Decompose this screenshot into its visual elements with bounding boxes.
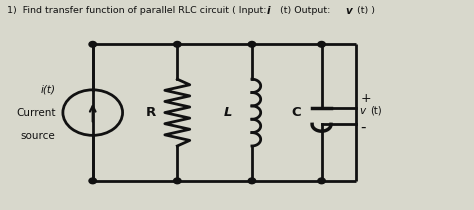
Circle shape [248, 41, 255, 47]
Text: -: - [360, 119, 366, 134]
Circle shape [89, 178, 97, 184]
Text: +: + [360, 92, 371, 105]
Text: Current: Current [16, 108, 55, 118]
Text: 1)  Find transfer function of parallel RLC circuit ( Input:: 1) Find transfer function of parallel RL… [7, 6, 269, 15]
Circle shape [89, 41, 97, 47]
Text: (t) Output:: (t) Output: [280, 6, 334, 15]
Text: v: v [346, 6, 352, 16]
Text: (t) ): (t) ) [357, 6, 375, 15]
Text: i: i [267, 6, 270, 16]
Circle shape [248, 178, 255, 184]
Text: C: C [291, 106, 301, 119]
Circle shape [173, 178, 181, 184]
Text: source: source [21, 131, 55, 141]
Text: R: R [146, 106, 156, 119]
Circle shape [173, 41, 181, 47]
Text: L: L [224, 106, 232, 119]
Text: (t): (t) [370, 106, 382, 116]
Text: v: v [359, 106, 365, 116]
Circle shape [318, 178, 325, 184]
Circle shape [318, 41, 325, 47]
Text: i(t): i(t) [40, 84, 55, 94]
